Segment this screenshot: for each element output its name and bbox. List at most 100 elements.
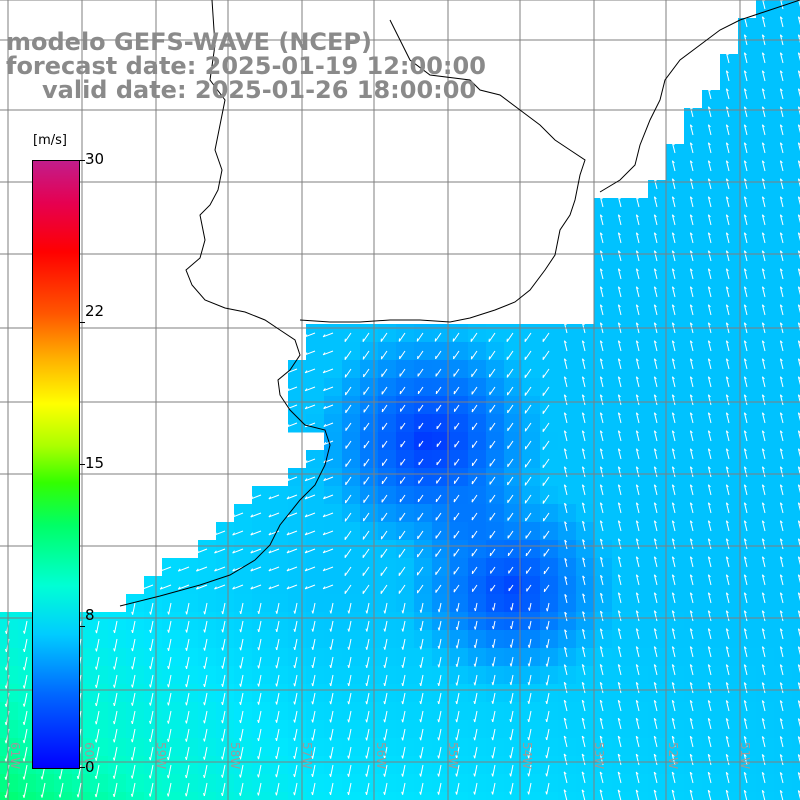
wind-speed-cell — [630, 738, 649, 757]
wind-arrow — [761, 376, 766, 388]
wind-speed-cell — [702, 180, 721, 199]
wind-arrow — [707, 124, 712, 136]
wind-arrow-head — [383, 719, 386, 723]
lon-label: 59W — [154, 742, 168, 770]
wind-arrow-head — [618, 448, 621, 452]
wind-arrow-head — [600, 268, 603, 272]
wind-arrow — [743, 52, 748, 64]
wind-arrow — [276, 638, 280, 651]
wind-speed-cell — [720, 270, 739, 289]
wind-arrow — [542, 422, 550, 433]
wind-arrow — [420, 782, 424, 795]
wind-arrow — [653, 376, 658, 388]
wind-arrow — [294, 764, 298, 778]
wind-arrow — [617, 214, 622, 226]
wind-arrow — [599, 610, 604, 622]
wind-arrow-head — [323, 441, 327, 445]
wind-arrow — [689, 736, 694, 748]
wind-arrow-head — [581, 681, 585, 685]
wind-arrow — [362, 584, 370, 595]
wind-arrow-head — [653, 735, 657, 739]
wind-arrow — [671, 754, 676, 766]
wind-arrow-head — [617, 699, 621, 703]
wind-arrow-head — [257, 774, 259, 778]
wind-speed-cell — [702, 108, 721, 127]
wind-arrow — [276, 728, 280, 741]
wind-arrow — [689, 412, 694, 424]
wind-arrow — [435, 368, 442, 377]
wind-arrow — [167, 746, 172, 761]
wind-arrow — [761, 214, 766, 226]
wind-arrow — [363, 422, 370, 431]
wind-arrow — [599, 250, 604, 262]
wind-arrow-head — [708, 286, 711, 290]
wind-speed-cell — [558, 486, 577, 505]
wind-arrow — [599, 718, 604, 730]
wind-arrow — [294, 692, 298, 705]
wind-speed-cell — [702, 720, 721, 739]
wind-arrow — [258, 728, 262, 742]
wind-arrow — [398, 566, 406, 576]
wind-arrow — [294, 674, 298, 687]
colorbar-tick-mark — [79, 626, 85, 627]
wind-speed-cell — [576, 702, 595, 721]
wind-arrow — [456, 782, 460, 795]
wind-arrow — [113, 674, 118, 688]
wind-arrow — [492, 728, 496, 741]
wind-speed-cell — [630, 774, 649, 793]
wind-speed-cell — [252, 486, 271, 505]
wind-speed-cell — [756, 486, 775, 505]
wind-arrow-head — [744, 322, 747, 326]
wind-arrow — [506, 350, 514, 361]
wind-arrow-head — [563, 753, 567, 757]
wind-arrow-head — [780, 70, 783, 74]
wind-speed-cell — [306, 576, 325, 595]
wind-arrow — [363, 476, 370, 485]
wind-arrow — [131, 710, 136, 724]
wind-arrow — [563, 466, 568, 478]
wind-arrow-head — [304, 370, 308, 374]
wind-arrow-head — [726, 358, 729, 362]
wind-arrow — [436, 422, 442, 430]
wind-arrow — [725, 430, 730, 442]
wind-speed-cell — [306, 486, 325, 505]
wind-arrow-head — [708, 484, 711, 488]
wind-arrow-head — [545, 626, 548, 630]
wind-arrow-head — [708, 394, 711, 398]
wind-arrow-head — [203, 774, 205, 778]
wind-arrow-head — [744, 232, 747, 236]
wind-arrow — [725, 772, 730, 784]
wind-arrow — [402, 656, 406, 668]
wind-arrow — [653, 268, 658, 280]
wind-arrow — [132, 602, 136, 615]
wind-arrow — [779, 412, 784, 424]
wind-speed-cell — [792, 90, 800, 109]
wind-arrow-head — [383, 791, 386, 795]
wind-arrow — [268, 548, 280, 554]
wind-speed-cell — [684, 324, 703, 343]
wind-arrow-head — [58, 794, 61, 798]
wind-arrow-head — [690, 196, 693, 200]
wind-arrow-head — [473, 719, 476, 723]
wind-arrow — [132, 620, 136, 633]
wind-arrow — [524, 386, 532, 396]
wind-speed-cell — [702, 738, 721, 757]
wind-arrow-head — [744, 124, 747, 128]
wind-arrow — [707, 628, 712, 640]
wind-arrow-head — [744, 484, 747, 488]
wind-arrow — [635, 484, 640, 496]
wind-arrow-head — [780, 592, 783, 596]
wind-arrow-head — [167, 738, 169, 742]
wind-arrow-head — [167, 756, 169, 761]
wind-arrow — [472, 584, 478, 592]
wind-arrow-head — [76, 794, 79, 798]
wind-arrow — [528, 620, 532, 630]
wind-arrow-head — [636, 520, 639, 524]
wind-arrow — [761, 304, 766, 316]
wind-arrow-head — [636, 340, 639, 344]
wind-arrow — [232, 548, 244, 554]
wind-arrow — [382, 458, 388, 466]
wind-arrow-head — [761, 682, 765, 686]
wind-arrow — [348, 728, 352, 741]
wind-arrow — [402, 638, 406, 650]
